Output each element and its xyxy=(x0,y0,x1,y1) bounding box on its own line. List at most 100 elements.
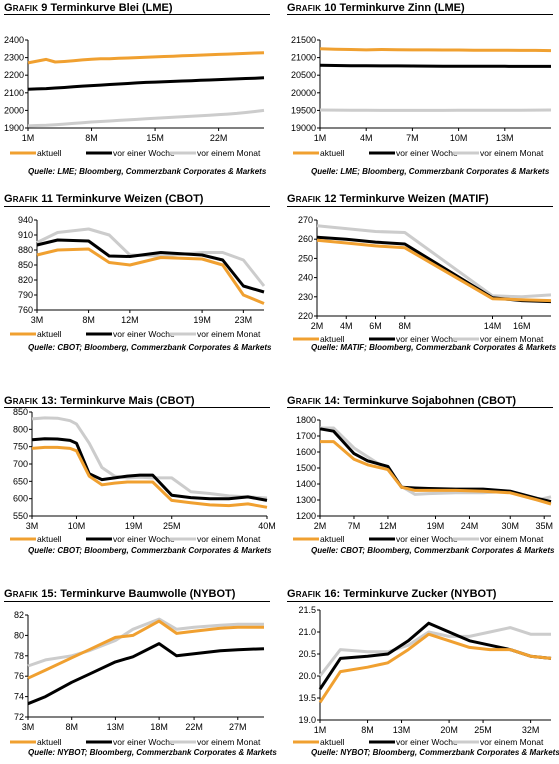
source-note: Quelle: CBOT; Bloomberg, Commerzbank Cor… xyxy=(311,546,555,555)
y-tick-label: 1800 xyxy=(296,415,316,425)
y-tick-label: 220 xyxy=(298,311,313,321)
chart-title: Grafik 14: Terminkurve Sojabohnen (CBOT) xyxy=(287,395,516,407)
y-tick-label: 270 xyxy=(298,215,313,225)
chart-title-prefix: Grafik xyxy=(287,2,322,14)
series-line-woche xyxy=(31,437,268,502)
chart-title-text: Terminkurve Weizen (MATIF) xyxy=(336,193,489,205)
chart-title: Grafik 10 Terminkurve Zinn (LME) xyxy=(287,2,465,14)
x-tick-label: 8M xyxy=(361,725,374,735)
x-tick-label: 7M xyxy=(348,521,361,531)
legend-label-aktuell: aktuell xyxy=(37,329,62,339)
source-note: Quelle: LME; Bloomberg, Commerzbank Corp… xyxy=(28,167,267,176)
x-tick-label: 19M xyxy=(193,315,211,325)
y-tick-label: 1500 xyxy=(296,463,316,473)
y-tick-label: 940 xyxy=(18,215,33,225)
chart-title-number: 13: xyxy=(38,395,58,407)
y-tick-label: 800 xyxy=(13,424,28,434)
y-tick-label: 2000 xyxy=(4,105,24,115)
source-note: Quelle: NYBOT; Bloomberg, Commerzbank Co… xyxy=(28,748,277,757)
series-line-woche xyxy=(36,238,265,294)
series-line-monat xyxy=(318,626,551,677)
y-tick-label: 1400 xyxy=(296,479,316,489)
chart-title-prefix: Grafik xyxy=(287,395,322,407)
y-tick-label: 21500 xyxy=(291,35,316,45)
x-tick-label: 19M xyxy=(125,521,143,531)
y-tick-label: 20.0 xyxy=(298,671,316,681)
x-tick-label: 20M xyxy=(440,725,458,735)
x-tick-label: 24M xyxy=(461,521,479,531)
legend-label-aktuell: aktuell xyxy=(320,334,345,344)
series-line-aktuell xyxy=(27,51,265,65)
x-tick-label: 35M xyxy=(535,521,553,531)
y-tick-label: 72 xyxy=(14,712,24,722)
chart-title-number: 10 xyxy=(321,2,337,14)
y-tick-label: 74 xyxy=(14,692,24,702)
title-rule xyxy=(287,14,553,15)
legend-label-monat: vor einem Monat xyxy=(197,148,261,158)
chart-title-number: 9 xyxy=(38,2,48,14)
series-line-woche xyxy=(27,642,265,706)
chart-title-prefix: Grafik xyxy=(4,395,39,407)
series-line-aktuell xyxy=(31,445,268,509)
x-tick-label: 3M xyxy=(22,722,35,732)
legend-label-aktuell: aktuell xyxy=(37,737,62,747)
y-tick-label: 600 xyxy=(13,494,28,504)
chart-title-number: 11 xyxy=(38,193,53,205)
source-note: Quelle: CBOT; Bloomberg, Commerzbank Cor… xyxy=(28,343,272,352)
x-tick-label: 12M xyxy=(379,521,397,531)
y-tick-label: 76 xyxy=(14,671,24,681)
legend-label-monat: vor einem Monat xyxy=(480,737,544,747)
y-tick-label: 21.5 xyxy=(298,605,316,615)
legend-label-aktuell: aktuell xyxy=(37,148,62,158)
y-tick-label: 1300 xyxy=(296,495,316,505)
y-tick-label: 19.0 xyxy=(298,715,316,725)
legend-label-woche: vor einer Woche xyxy=(396,334,458,344)
x-tick-label: 15M xyxy=(146,133,164,143)
x-tick-label: 13M xyxy=(393,725,411,735)
y-tick-label: 650 xyxy=(13,476,28,486)
legend-label-monat: vor einem Monat xyxy=(480,148,544,158)
series-line-monat xyxy=(316,224,552,299)
title-rule xyxy=(287,206,553,207)
x-tick-label: 30M xyxy=(501,521,519,531)
legend-label-monat: vor einem Monat xyxy=(197,534,261,544)
x-tick-label: 23M xyxy=(235,315,253,325)
chart-title: Grafik 9 Terminkurve Blei (LME) xyxy=(4,2,173,14)
x-tick-label: 12M xyxy=(121,315,139,325)
series-line-monat xyxy=(27,617,264,668)
series-line-aktuell xyxy=(316,238,552,303)
chart-title-number: 14: xyxy=(321,395,341,407)
legend-label-woche: vor einer Woche xyxy=(113,534,175,544)
y-tick-label: 20500 xyxy=(291,70,316,80)
x-tick-label: 22M xyxy=(210,133,228,143)
x-tick-label: 27M xyxy=(229,722,247,732)
chart-title-prefix: Grafik xyxy=(4,2,39,14)
y-tick-label: 19.5 xyxy=(298,693,316,703)
x-tick-label: 25M xyxy=(163,521,181,531)
x-tick-label: 13M xyxy=(496,133,514,143)
chart-title: Grafik 15: Terminkurve Baumwolle (NYBOT) xyxy=(4,588,235,600)
y-tick-label: 1700 xyxy=(296,431,316,441)
y-tick-label: 21.0 xyxy=(298,627,316,637)
legend-label-monat: vor einem Monat xyxy=(480,334,544,344)
chart-title: Grafik 12 Terminkurve Weizen (MATIF) xyxy=(287,193,489,205)
legend-label-woche: vor einer Woche xyxy=(396,534,458,544)
x-tick-label: 16M xyxy=(513,321,531,331)
x-tick-label: 22M xyxy=(185,722,203,732)
x-tick-label: 19M xyxy=(427,521,445,531)
chart-title-text: Terminkurve Weizen (CBOT) xyxy=(52,193,204,205)
y-tick-label: 19000 xyxy=(291,123,316,133)
legend-label-woche: vor einer Woche xyxy=(113,329,175,339)
legend-label-aktuell: aktuell xyxy=(37,534,62,544)
source-note: Quelle: CBOT; Bloomberg, Commerzbank Cor… xyxy=(28,546,272,555)
chart-title: Grafik 11 Terminkurve Weizen (CBOT) xyxy=(4,193,203,205)
x-tick-label: 7M xyxy=(406,133,419,143)
y-tick-label: 550 xyxy=(13,511,28,521)
y-tick-label: 2300 xyxy=(4,53,24,63)
chart-title-text: Terminkurve Baumwolle (NYBOT) xyxy=(57,588,236,600)
